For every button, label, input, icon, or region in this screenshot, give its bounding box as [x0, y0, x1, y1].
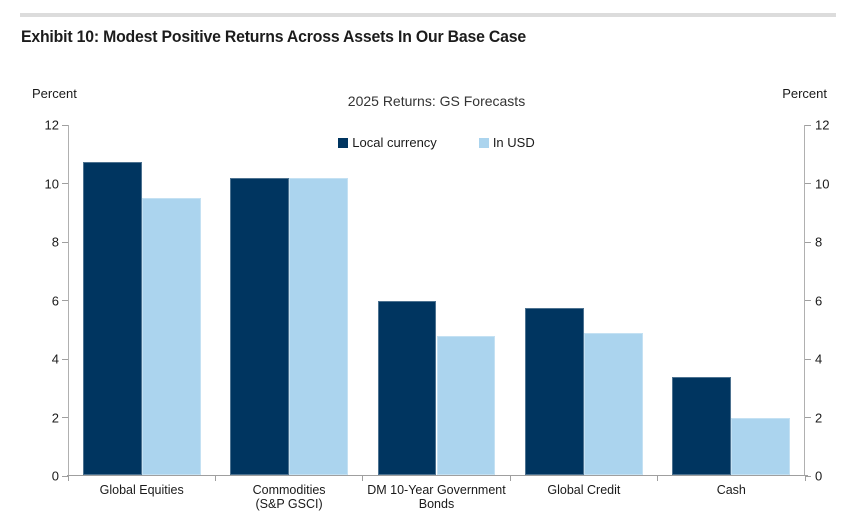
right-axis-caption: Percent	[782, 86, 827, 101]
bar-in-usd	[436, 335, 496, 475]
right-y-tick	[805, 358, 811, 360]
chart-legend: Local currency In USD	[68, 135, 805, 150]
x-axis-line	[67, 475, 808, 476]
left-y-tick-label: 2	[51, 410, 59, 425]
chart-title: 2025 Returns: GS Forecasts	[347, 93, 526, 109]
right-y-tick	[805, 124, 811, 126]
legend-swatch-navy-icon	[338, 137, 349, 148]
left-y-axis-line	[68, 125, 69, 476]
left-y-tick-label: 12	[44, 117, 59, 133]
right-y-tick	[805, 300, 811, 301]
left-y-tick	[62, 475, 68, 477]
left-y-tick	[62, 124, 68, 126]
bar-in-usd	[583, 332, 643, 475]
plot-area: 0 0 2 2 4 4 6 6 8 8 10 10 12 12 Global Equities Commodi…	[45, 118, 830, 512]
bar-in-usd	[731, 417, 791, 475]
legend-label: Local currency	[352, 135, 437, 150]
x-axis-tick	[657, 476, 659, 481]
bar-local-currency	[82, 161, 142, 475]
right-y-tick	[805, 241, 811, 243]
right-y-tick	[805, 183, 811, 184]
left-y-tick-label: 4	[51, 351, 59, 367]
right-y-tick-label: 2	[815, 410, 823, 425]
x-axis-tick	[509, 476, 511, 481]
bar-in-usd	[141, 198, 201, 475]
right-y-tick-label: 12	[815, 117, 830, 133]
category-label: Global Equities	[99, 483, 184, 497]
legend-swatch-lightblue-icon	[478, 137, 489, 148]
right-y-tick-label: 6	[815, 293, 823, 308]
bar-local-currency	[524, 307, 584, 475]
bar-local-currency	[672, 376, 732, 475]
left-y-tick-label: 10	[44, 176, 59, 191]
right-y-tick-label: 8	[815, 234, 823, 250]
right-y-tick-label: 4	[815, 351, 823, 367]
legend-label: In USD	[492, 135, 535, 150]
left-y-tick	[62, 183, 68, 184]
x-axis-tick	[67, 476, 69, 481]
x-axis-tick	[214, 476, 216, 481]
category-label: DM 10-Year Government Bonds	[367, 483, 506, 511]
divider-rule	[20, 13, 836, 17]
legend-item-in-usd: In USD	[478, 135, 535, 150]
x-axis-tick	[804, 476, 806, 481]
bar-local-currency	[230, 177, 290, 475]
bar-in-usd	[289, 177, 349, 475]
legend-item-local-currency: Local currency	[338, 135, 437, 150]
right-y-tick-label: 10	[815, 176, 830, 191]
x-axis-tick	[362, 476, 364, 481]
left-y-tick	[62, 417, 68, 418]
left-y-tick-label: 0	[51, 468, 59, 484]
left-y-tick	[62, 241, 68, 243]
exhibit-title: Exhibit 10: Modest Positive Returns Acro…	[21, 27, 526, 46]
right-y-axis-line	[804, 125, 805, 476]
left-y-tick-label: 8	[51, 234, 59, 250]
bar-local-currency	[377, 300, 437, 475]
category-label: Global Credit	[547, 483, 621, 497]
category-label: Cash	[716, 483, 746, 497]
left-axis-caption: Percent	[32, 86, 77, 101]
right-y-tick	[805, 475, 811, 477]
left-y-tick-label: 6	[51, 293, 59, 308]
left-y-tick	[62, 300, 68, 301]
left-y-tick	[62, 358, 68, 360]
right-y-tick-label: 0	[815, 468, 823, 484]
category-label: Commodities (S&P GSCI)	[252, 483, 326, 511]
right-y-tick	[805, 417, 811, 418]
